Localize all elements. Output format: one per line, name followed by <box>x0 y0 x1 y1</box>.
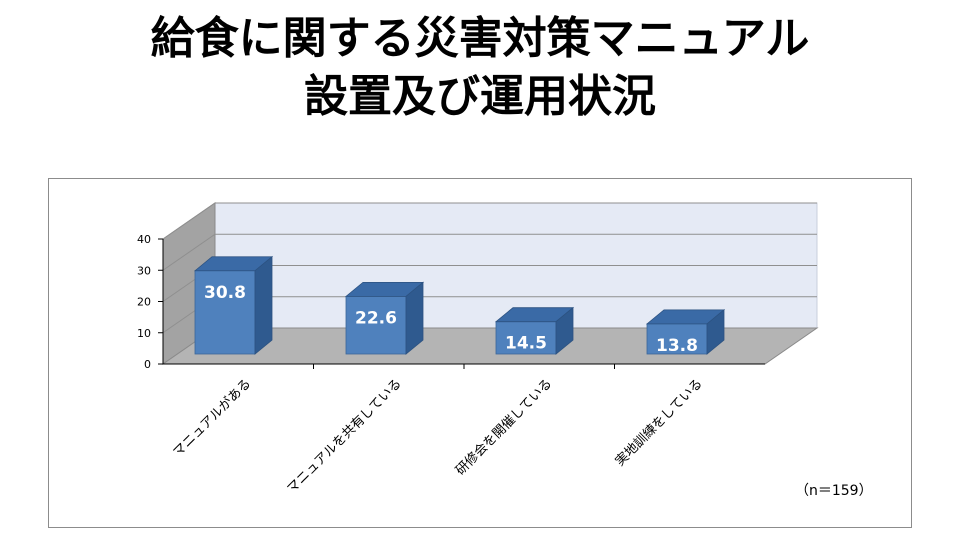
gridline <box>162 233 817 271</box>
bar-side <box>405 281 424 355</box>
x-category-label: マニュアルがある <box>170 376 254 460</box>
title-line-2: 設置及び運用状況 <box>304 71 656 122</box>
x-category-label: 研修会を開催している <box>453 376 555 478</box>
gridline <box>162 202 817 240</box>
bar-value-label: 13.8 <box>656 336 698 356</box>
bar-side <box>254 255 273 355</box>
y-tick-label: 0 <box>144 358 151 371</box>
bar <box>194 270 256 355</box>
bar <box>646 323 708 355</box>
x-category-label: 実地訓練をしている <box>612 376 706 470</box>
bar-side <box>706 309 725 355</box>
x-category-label: マニュアルを共有している <box>284 376 404 496</box>
y-tick-label: 40 <box>137 233 151 246</box>
bar-value-label: 14.5 <box>505 334 547 354</box>
bar <box>345 295 407 355</box>
bar-side <box>555 306 574 355</box>
title-line-1: 給食に関する災害対策マニュアル <box>150 13 810 64</box>
bar-value-label: 22.6 <box>355 308 397 328</box>
chart-title: 給食に関する災害対策マニュアル 設置及び運用状況 <box>0 10 960 126</box>
y-tick-label: 20 <box>137 296 151 309</box>
y-tick-label: 10 <box>137 327 151 340</box>
bar-value-label: 30.8 <box>204 283 246 303</box>
y-tick-label: 30 <box>137 264 151 277</box>
sample-size-note: （n＝159） <box>795 483 873 499</box>
